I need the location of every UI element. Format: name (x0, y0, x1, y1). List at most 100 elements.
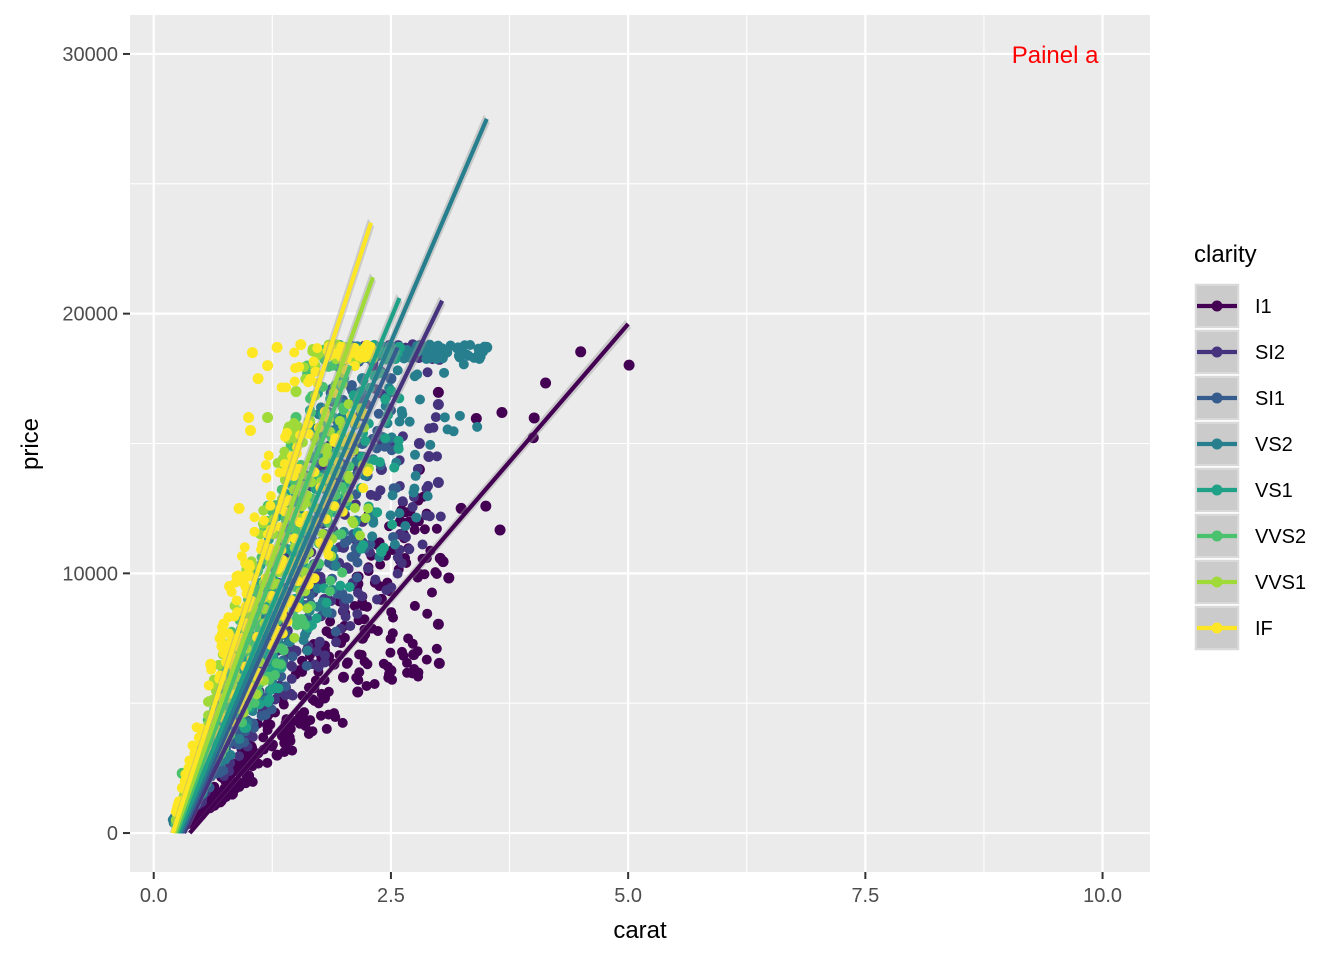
legend-item-vvs2: VVS2 (1193, 512, 1306, 560)
data-point (424, 423, 435, 434)
data-point (279, 458, 290, 469)
data-point (229, 611, 240, 622)
data-point (407, 638, 418, 649)
data-point (394, 508, 405, 519)
fit-line-vs2 (178, 118, 489, 834)
data-point (234, 751, 245, 762)
data-point (269, 669, 280, 680)
data-point (385, 665, 397, 677)
data-point (262, 412, 274, 424)
data-point (470, 412, 482, 424)
data-point (575, 346, 587, 358)
data-point (262, 360, 274, 372)
data-point (262, 757, 273, 768)
data-point (271, 341, 283, 353)
data-point (431, 451, 442, 462)
data-point (331, 637, 342, 648)
data-point (528, 412, 540, 424)
data-point (434, 552, 446, 564)
legend-key-point (1211, 622, 1223, 634)
data-point (336, 529, 347, 540)
legend-item-vvs1: VVS1 (1193, 558, 1306, 606)
data-point (205, 658, 217, 670)
data-point (431, 523, 442, 534)
data-point (430, 412, 441, 423)
legend-item-i1: I1 (1193, 282, 1272, 330)
data-point (385, 510, 396, 521)
data-point (214, 632, 226, 644)
data-point (330, 561, 341, 572)
y-axis-title: price (17, 418, 44, 470)
data-point (347, 515, 358, 526)
data-point (361, 340, 372, 351)
data-point (318, 456, 329, 467)
data-point (623, 359, 635, 371)
data-point (289, 376, 300, 387)
data-point (340, 611, 351, 622)
data-point (246, 347, 258, 359)
data-point (243, 412, 255, 424)
data-point (372, 594, 383, 605)
legend-title: clarity (1194, 241, 1257, 268)
data-point (430, 567, 441, 578)
x-tick-label: 10.0 (1083, 885, 1122, 907)
legend-label: VS2 (1255, 434, 1293, 456)
data-point (397, 496, 408, 507)
data-point (252, 373, 264, 385)
legend-key-point (1211, 392, 1223, 404)
data-point (321, 723, 332, 734)
x-tick-label: 7.5 (851, 885, 879, 907)
legend-key-point (1211, 576, 1223, 588)
data-point (435, 343, 446, 354)
data-point (236, 551, 247, 562)
data-point (319, 692, 331, 704)
data-point (439, 412, 450, 423)
data-point (354, 667, 365, 678)
fit-line-i1 (188, 322, 630, 835)
data-point (421, 353, 432, 364)
data-point (494, 524, 506, 536)
data-point (386, 607, 397, 618)
fit-line-vs1 (176, 297, 402, 834)
data-point (496, 407, 508, 419)
data-point (225, 749, 236, 760)
data-point (369, 679, 380, 690)
data-point (258, 732, 269, 743)
data-point (323, 549, 334, 560)
data-point (397, 409, 408, 420)
data-point (258, 505, 269, 516)
data-point (400, 521, 411, 532)
data-point (465, 339, 476, 350)
data-point (421, 510, 432, 521)
fit-line-if (170, 222, 374, 834)
data-point (454, 410, 465, 421)
data-point (385, 373, 397, 385)
data-point (224, 580, 236, 592)
fit-lines (170, 118, 630, 835)
data-point (311, 613, 322, 624)
x-axis-title: carat (613, 917, 667, 944)
data-point (431, 643, 442, 654)
data-point (426, 587, 437, 598)
y-tick-label: 30000 (62, 44, 118, 66)
data-point (352, 572, 363, 583)
data-point (421, 654, 432, 665)
data-point (216, 622, 227, 633)
data-point (349, 502, 360, 513)
data-point (432, 386, 444, 398)
data-point (239, 542, 250, 553)
data-point (244, 571, 255, 582)
data-point (309, 696, 320, 707)
data-point (271, 749, 283, 761)
data-point (393, 443, 404, 454)
data-point (356, 591, 367, 602)
data-point (368, 517, 379, 528)
data-point (264, 694, 275, 705)
data-point (243, 770, 255, 782)
data-point (374, 457, 385, 468)
data-point (343, 470, 354, 481)
data-point (299, 707, 310, 718)
data-point (240, 581, 251, 592)
data-point (276, 730, 287, 741)
